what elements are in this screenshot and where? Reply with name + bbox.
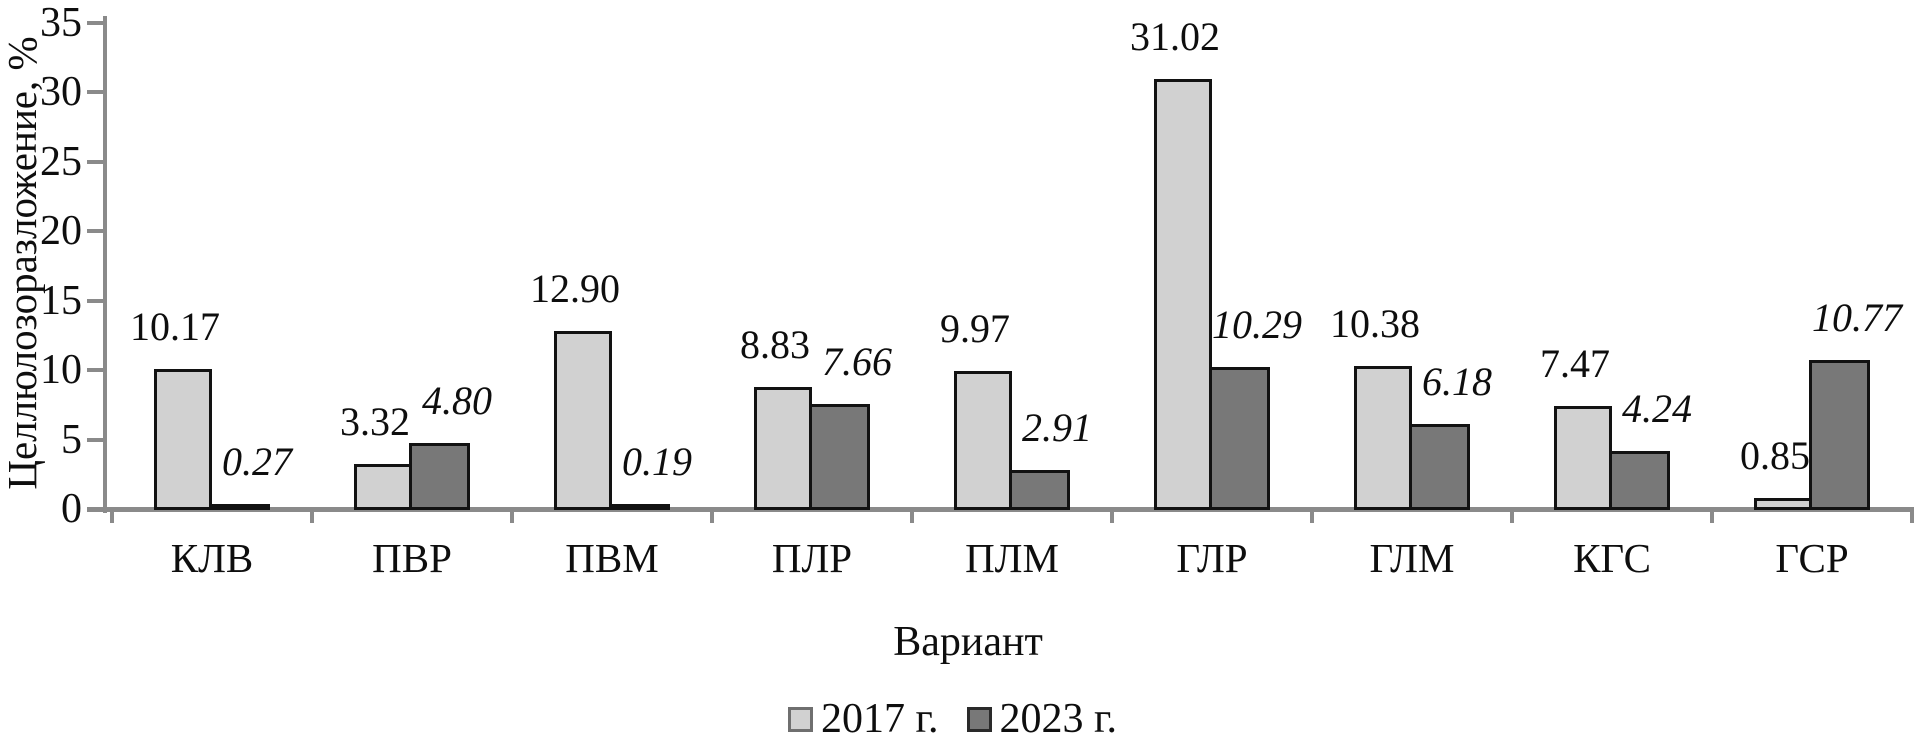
x-axis-tick [310, 507, 314, 523]
x-category-label-ПВМ: ПВМ [565, 535, 659, 581]
legend-swatch-2023-icon [966, 706, 992, 732]
bar-2017-ГСР [1754, 498, 1812, 510]
bar-2023-ПЛМ [1009, 470, 1070, 510]
y-axis-tick [87, 90, 104, 94]
bar-value-2017-КЛВ: 10.17 [130, 304, 220, 349]
x-category-label-ПЛМ: ПЛМ [965, 535, 1059, 581]
bar-value-2017-КГС: 7.47 [1540, 341, 1610, 386]
y-tick-label: 15 [40, 278, 82, 324]
x-category-label-ГЛР: ГЛР [1176, 535, 1248, 581]
bar-2017-ГЛМ [1354, 366, 1412, 510]
y-axis-tick [87, 299, 104, 303]
bar-2023-ПВМ [609, 504, 670, 510]
y-axis-tick [87, 21, 104, 25]
bar-2023-ПЛР [809, 404, 870, 510]
legend-swatch-2017-icon [788, 706, 813, 732]
x-category-label-КЛВ: КЛВ [170, 535, 254, 581]
legend-item-2017: 2017 г. [788, 697, 939, 733]
y-axis-tick [87, 160, 104, 164]
bar-2023-ГЛР [1209, 367, 1270, 510]
y-axis-tick [87, 368, 104, 372]
bar-2017-КГС [1554, 406, 1612, 510]
x-axis-title: Вариант [893, 619, 1043, 665]
bar-value-2023-КЛВ: 0.27 [222, 439, 292, 484]
legend-label-2023: 2023 г. [999, 696, 1118, 733]
legend-item-2023: 2023 г. [966, 696, 1118, 733]
bar-value-2023-ГЛР: 10.29 [1212, 302, 1302, 347]
y-tick-label: 10 [40, 347, 82, 393]
y-axis-line [103, 16, 107, 513]
x-axis-tick [1710, 507, 1714, 523]
y-tick-label: 20 [40, 208, 82, 254]
x-axis-tick [1510, 507, 1514, 523]
x-axis-tick [1910, 507, 1914, 523]
y-tick-label: 35 [40, 0, 82, 46]
bar-value-2017-ПВМ: 12.90 [530, 266, 620, 311]
x-axis-tick [1310, 507, 1314, 523]
x-axis-tick [1110, 507, 1114, 523]
bar-2023-ГЛМ [1409, 424, 1470, 510]
bar-value-2023-ГЛМ: 6.18 [1422, 359, 1492, 404]
bar-value-2017-ПЛМ: 9.97 [940, 306, 1010, 351]
y-tick-label: 25 [40, 139, 82, 185]
bar-2023-ГСР [1809, 360, 1870, 510]
y-tick-label: 30 [40, 69, 82, 115]
bar-value-2023-КГС: 4.24 [1622, 386, 1692, 431]
x-axis-tick [910, 507, 914, 523]
x-axis-tick [510, 507, 514, 523]
bar-value-2023-ПВМ: 0.19 [622, 439, 692, 484]
bar-value-2017-ПЛР: 8.83 [740, 322, 810, 367]
x-category-label-ГЛМ: ГЛМ [1369, 535, 1455, 581]
y-axis-tick [87, 229, 104, 233]
bar-value-2017-ГЛР: 31.02 [1130, 14, 1220, 59]
legend: 2017 г. 2023 г. [788, 697, 1117, 733]
bar-2017-ПЛМ [954, 371, 1012, 510]
bar-value-2017-ПВР: 3.32 [340, 399, 410, 444]
legend-label-2017: 2017 г. [821, 696, 939, 733]
x-category-label-ПЛР: ПЛР [771, 535, 853, 581]
bar-2023-КГС [1609, 451, 1670, 510]
bar-2023-КЛВ [209, 504, 270, 510]
x-category-label-ПВР: ПВР [372, 535, 452, 581]
bar-2017-ПВР [354, 464, 412, 510]
x-axis-tick [710, 507, 714, 523]
bar-2017-ГЛР [1154, 79, 1212, 510]
bar-value-2017-ГСР: 0.85 [1740, 433, 1810, 478]
bar-value-2023-ПЛМ: 2.91 [1022, 405, 1092, 450]
bar-2023-ПВР [409, 443, 470, 510]
bar-value-2017-ГЛМ: 10.38 [1330, 301, 1420, 346]
bar-2017-ПЛР [754, 387, 812, 510]
bar-value-2023-ПВР: 4.80 [422, 378, 492, 423]
y-tick-label: 0 [61, 486, 82, 532]
y-axis-tick [87, 438, 104, 442]
x-category-label-КГС: КГС [1573, 535, 1651, 581]
x-axis-tick [110, 507, 114, 523]
bar-2017-КЛВ [154, 369, 212, 510]
bar-2017-ПВМ [554, 331, 612, 510]
bar-value-2023-ГСР: 10.77 [1812, 295, 1902, 340]
y-tick-label: 5 [61, 417, 82, 463]
bar-value-2023-ПЛР: 7.66 [822, 339, 892, 384]
x-category-label-ГСР: ГСР [1775, 535, 1849, 581]
